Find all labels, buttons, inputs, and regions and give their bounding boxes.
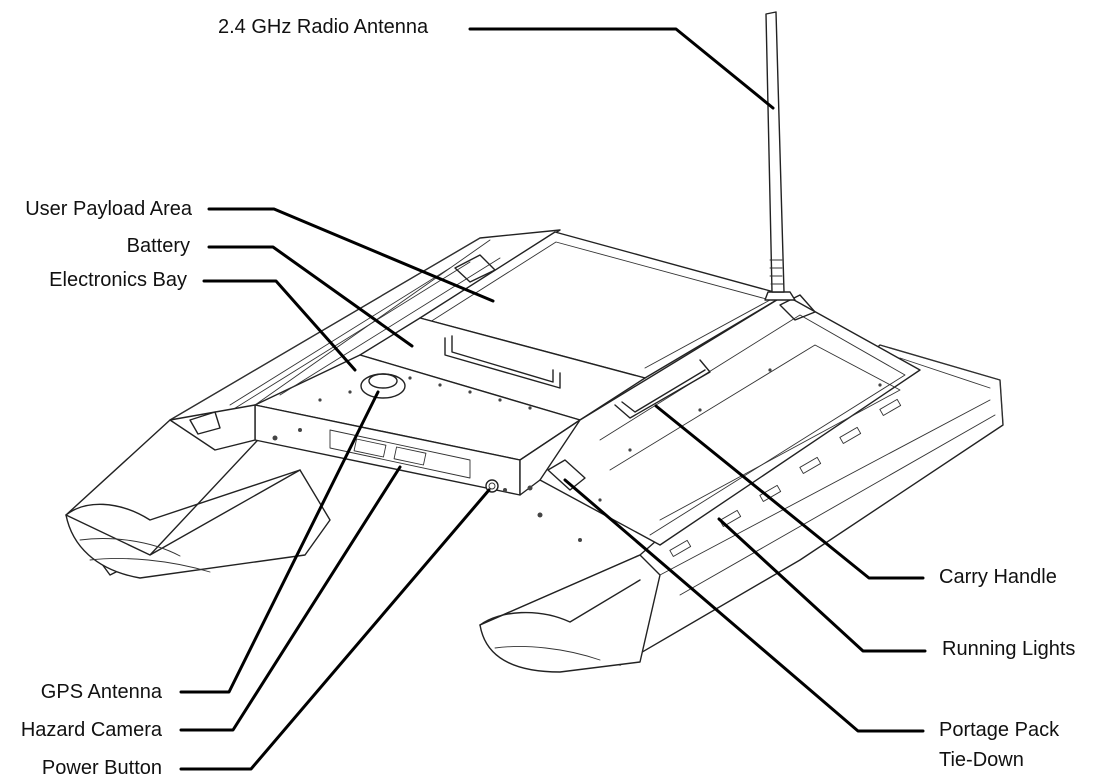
leader-radio-antenna	[468, 27, 775, 110]
label-radio-antenna: 2.4 GHz Radio Antenna	[218, 16, 429, 38]
leader-running-lights	[717, 517, 927, 653]
leader-electronics-bay	[202, 279, 357, 372]
leader-hazard-camera	[179, 465, 402, 732]
leader-lines	[179, 27, 927, 771]
label-electronics-bay: Electronics Bay	[49, 269, 187, 291]
label-user-payload-area: User Payload Area	[25, 198, 192, 220]
leader-battery	[207, 245, 414, 348]
label-tie-down: Tie-Down	[939, 749, 1024, 771]
label-portage-pack: Portage Pack	[939, 719, 1060, 741]
deck	[169, 231, 921, 546]
right-pontoon	[479, 344, 1004, 673]
label-battery: Battery	[126, 235, 190, 257]
leader-power-button	[179, 488, 491, 771]
leader-user-payload	[207, 207, 495, 303]
label-carry-handle: Carry Handle	[939, 566, 1057, 588]
radio-antenna-mast	[765, 11, 785, 293]
leader-portage-tie-down	[563, 478, 925, 733]
label-running-lights: Running Lights	[942, 638, 1076, 660]
label-hazard-camera: Hazard Camera	[20, 719, 162, 741]
hardware-details	[189, 254, 902, 557]
label-power-button: Power Button	[41, 757, 162, 778]
leader-gps-antenna	[179, 390, 380, 694]
leader-carry-handle	[654, 404, 925, 580]
label-gps-antenna: GPS Antenna	[40, 681, 162, 703]
